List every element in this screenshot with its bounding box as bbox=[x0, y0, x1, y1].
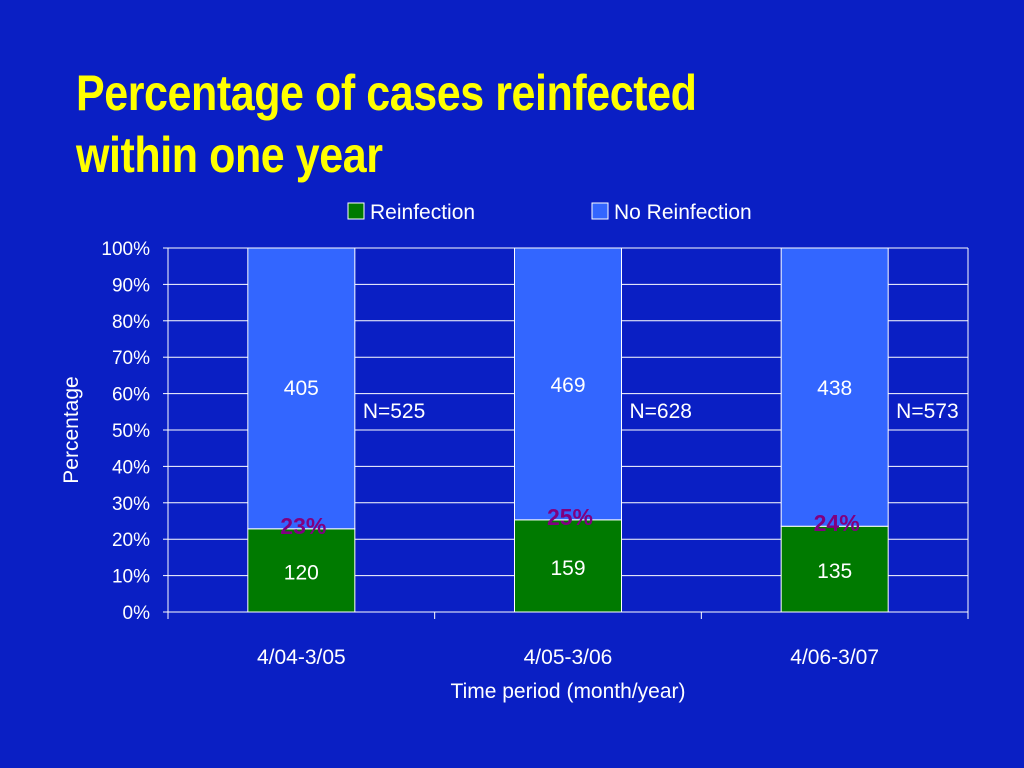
y-tick-label: 80% bbox=[112, 312, 150, 333]
legend-label-reinfection: Reinfection bbox=[370, 201, 475, 224]
x-tick-label: 4/05-3/06 bbox=[524, 646, 613, 669]
y-axis-title: Percentage bbox=[60, 376, 83, 483]
chart-bars: 120 405 23% N=525 159 469 25% N=628 135 438 24% N=5… bbox=[247, 247, 959, 613]
slide-title-line-1: Percentage of cases reinfected bbox=[76, 65, 697, 121]
bar-reinfection bbox=[247, 528, 356, 613]
bar-no-reinfection bbox=[780, 247, 889, 527]
y-tick-label: 40% bbox=[112, 457, 150, 478]
data-label-reinfection: 159 bbox=[550, 557, 585, 580]
bar-reinfection bbox=[514, 519, 622, 613]
y-axis: 0% 10% 20% 30% 40% 50% 60% 70% 80% 90% 100% bbox=[101, 239, 169, 624]
x-tick-label: 4/04-3/05 bbox=[257, 646, 346, 669]
data-label-no-reinfection: 469 bbox=[550, 374, 585, 397]
legend-swatch-reinfection bbox=[347, 202, 365, 220]
y-tick-label: 60% bbox=[112, 385, 150, 406]
y-tick-label: 10% bbox=[112, 567, 150, 588]
slide-title-line-2: within one year bbox=[76, 127, 383, 183]
total-label: N=525 bbox=[363, 400, 425, 423]
chart-legend: Reinfection No Reinfection bbox=[347, 201, 752, 224]
data-label-percent: 24% bbox=[814, 510, 860, 536]
total-label: N=628 bbox=[630, 400, 692, 423]
x-axis: 4/04-3/05 4/05-3/06 4/06-3/07 bbox=[167, 611, 969, 669]
y-tick-label: 20% bbox=[112, 530, 150, 551]
y-tick-label: 100% bbox=[101, 239, 150, 260]
bar-no-reinfection bbox=[514, 247, 622, 521]
bar-no-reinfection bbox=[247, 247, 356, 530]
y-tick-label: 90% bbox=[112, 275, 150, 296]
legend-swatch-no-reinfection bbox=[591, 202, 609, 220]
y-tick-label: 70% bbox=[112, 348, 150, 369]
total-label: N=573 bbox=[896, 400, 958, 423]
data-label-reinfection: 135 bbox=[817, 560, 852, 583]
data-label-no-reinfection: 438 bbox=[817, 377, 852, 400]
data-label-percent: 25% bbox=[547, 504, 593, 530]
data-label-percent: 23% bbox=[280, 513, 326, 539]
data-label-no-reinfection: 405 bbox=[284, 377, 319, 400]
x-axis-title: Time period (month/year) bbox=[451, 680, 686, 703]
data-label-reinfection: 120 bbox=[284, 561, 319, 584]
x-tick-label: 4/06-3/07 bbox=[790, 646, 879, 669]
slide-title: Percentage of cases reinfected within on… bbox=[76, 62, 850, 186]
legend-label-no-reinfection: No Reinfection bbox=[614, 201, 752, 224]
y-tick-label: 30% bbox=[112, 494, 150, 515]
y-tick-label: 50% bbox=[112, 421, 150, 442]
y-tick-label: 0% bbox=[123, 603, 151, 624]
bar-reinfection bbox=[780, 525, 889, 613]
